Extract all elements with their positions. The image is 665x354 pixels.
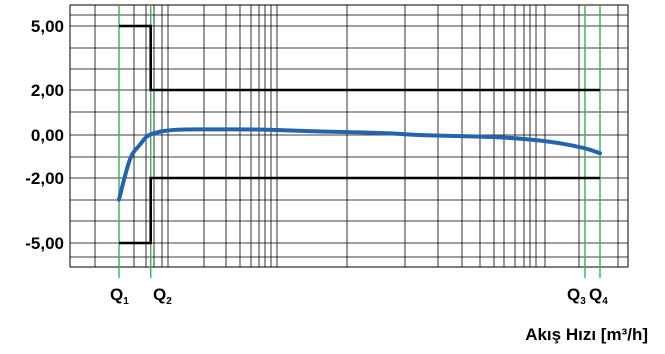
grid bbox=[70, 5, 628, 267]
y-tick-label: -5,00 bbox=[25, 234, 64, 253]
x-tick-label-q1: Q1 bbox=[110, 285, 129, 307]
x-tick-label-q3: Q3 bbox=[567, 285, 586, 307]
x-tick-labels: Q1 Q2 Q3 Q4 bbox=[110, 285, 608, 307]
y-tick-label: -2,00 bbox=[25, 169, 64, 188]
x-tick-label-q4: Q4 bbox=[589, 285, 608, 307]
x-axis-label: Akış Hızı [m³/h] bbox=[525, 325, 648, 344]
error-curve-line bbox=[119, 129, 600, 199]
y-tick-label: 2,00 bbox=[31, 81, 64, 100]
tolerance-limits bbox=[119, 26, 600, 243]
y-tick-label: 5,00 bbox=[31, 17, 64, 36]
flow-marker-lines bbox=[119, 5, 600, 278]
y-tick-labels: 5,00 2,00 0,00 -2,00 -5,00 bbox=[25, 17, 64, 253]
upper-limit-line bbox=[119, 26, 600, 90]
error-curve bbox=[119, 129, 600, 199]
y-tick-label: 0,00 bbox=[31, 126, 64, 145]
lower-limit-line bbox=[119, 178, 600, 243]
x-tick-label-q2: Q2 bbox=[153, 285, 172, 307]
